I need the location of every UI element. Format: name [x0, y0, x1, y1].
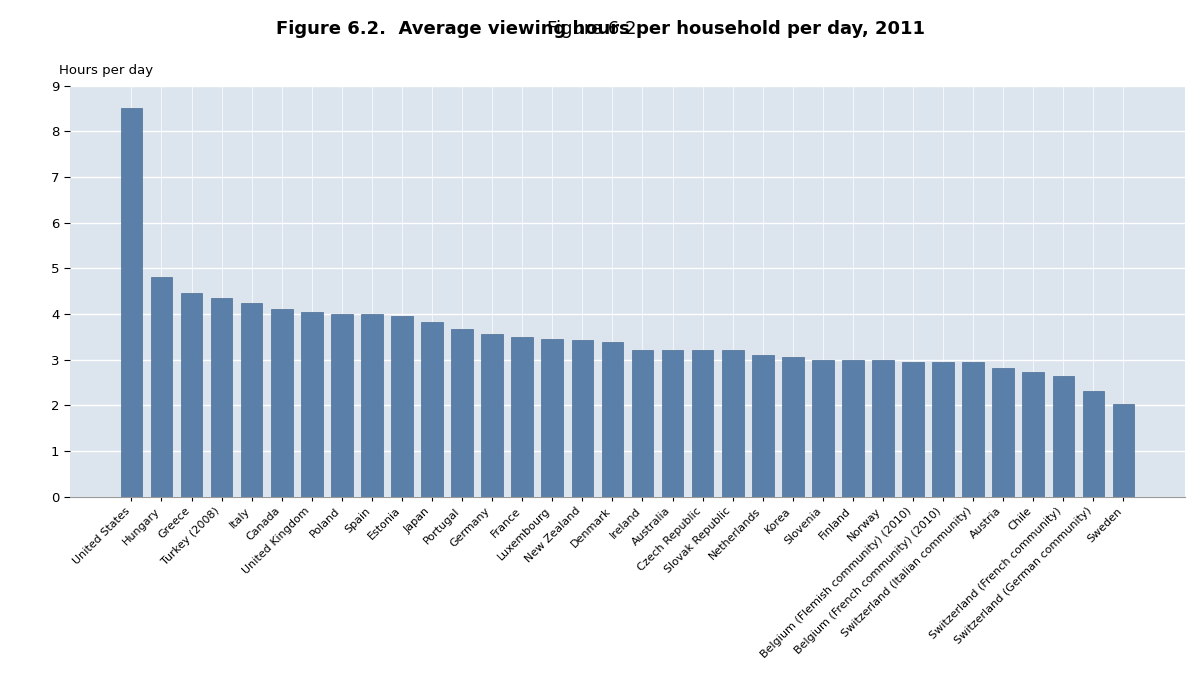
Bar	[1052, 375, 1074, 497]
Bar	[932, 362, 954, 497]
Bar	[331, 314, 353, 497]
Bar	[1112, 404, 1134, 497]
Bar	[902, 362, 924, 497]
Bar	[782, 357, 804, 497]
Bar	[661, 350, 683, 497]
Bar	[451, 329, 473, 497]
Bar	[752, 355, 774, 497]
Bar	[1022, 373, 1044, 497]
Bar	[211, 298, 233, 497]
Bar	[481, 333, 503, 497]
Bar	[271, 309, 293, 497]
Bar	[842, 360, 864, 497]
Bar	[301, 312, 323, 497]
Bar	[601, 342, 623, 497]
Bar	[722, 350, 744, 497]
Bar	[541, 339, 563, 497]
Bar	[962, 362, 984, 497]
Bar	[121, 109, 143, 497]
Bar	[992, 368, 1014, 497]
Bar	[181, 294, 203, 497]
Bar	[241, 302, 263, 497]
Bar	[571, 340, 593, 497]
Bar	[151, 277, 173, 497]
Bar	[1082, 391, 1104, 497]
Text: Figure 6.2.: Figure 6.2.	[547, 20, 653, 38]
Bar	[421, 322, 443, 497]
Bar	[511, 337, 533, 497]
Bar	[872, 360, 894, 497]
Text: Figure 6.2.  Average viewing hours per household per day, 2011: Figure 6.2. Average viewing hours per ho…	[276, 20, 924, 38]
Text: Hours per day: Hours per day	[59, 64, 152, 78]
Bar	[361, 314, 383, 497]
Bar	[812, 360, 834, 497]
Bar	[391, 317, 413, 497]
Bar	[691, 350, 714, 497]
Bar	[631, 350, 653, 497]
